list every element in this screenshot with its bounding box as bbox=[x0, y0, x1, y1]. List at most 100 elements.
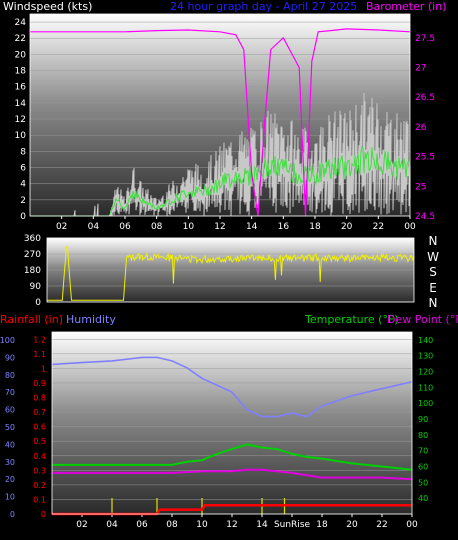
y-right-tick-label: 27 bbox=[415, 63, 426, 73]
y-tick-label: 16 bbox=[15, 83, 27, 93]
x-tick-label: 14 bbox=[246, 222, 258, 230]
rain-tick-label: 0.6 bbox=[33, 423, 46, 432]
windspeed-label: Windspeed (kts) bbox=[3, 0, 93, 13]
y-tick-label: 20 bbox=[15, 50, 27, 60]
series-temperature bbox=[52, 443, 413, 471]
temp-tick-label: 130 bbox=[418, 352, 433, 361]
x-tick-label: 10 bbox=[183, 222, 195, 230]
humidity-tick-label: 40 bbox=[5, 440, 15, 449]
temp-tick-label: 40 bbox=[418, 494, 428, 503]
rain-tick-label: 0.3 bbox=[33, 466, 46, 475]
y-right-tick-label: 25.5 bbox=[415, 153, 435, 163]
plot-background bbox=[52, 332, 412, 514]
dewpoint-label: Dew Point (°F) bbox=[387, 313, 458, 326]
rain-tick-label: 0.9 bbox=[33, 379, 46, 388]
compass-label-4: N bbox=[428, 296, 438, 311]
y-tick-label: 90 bbox=[30, 282, 42, 292]
rain-tick-label: 1 bbox=[41, 364, 46, 373]
series-barometer bbox=[30, 28, 411, 217]
compass-label-1: W bbox=[427, 249, 439, 264]
x-tick-label: 02 bbox=[76, 520, 87, 530]
compass-labels: N W S E N bbox=[426, 234, 440, 312]
x-tick-label: 06 bbox=[119, 222, 131, 230]
compass-label-3: E bbox=[429, 280, 437, 295]
temp-tick-label: 50 bbox=[418, 478, 428, 487]
x-tick-label: 02 bbox=[56, 222, 67, 230]
humidity-tick-label: 0 bbox=[10, 510, 15, 519]
humidity-label: Humidity bbox=[66, 313, 116, 326]
rainfall-label: Rainfall (in) bbox=[0, 313, 64, 326]
y-tick-label: 10 bbox=[15, 131, 27, 141]
temp-tick-label: 90 bbox=[418, 415, 428, 424]
y-tick-label: 360 bbox=[24, 234, 41, 244]
y-right-tick-label: 27.5 bbox=[415, 34, 435, 44]
x-tick-label: 22 bbox=[373, 222, 384, 230]
compass-label-2: S bbox=[429, 265, 437, 280]
rain-humidity-temp-chart: 0 0.1 0.2 0.3 0.4 0.5 0.6 0.7 0.8 0.9 1 1.1 1.2 0 10 20… bbox=[0, 331, 433, 530]
x-tick-label: 20 bbox=[341, 222, 353, 230]
chart-title: 24 hour graph day - April 27 2025 bbox=[170, 0, 358, 13]
rain-tick-label: 0.2 bbox=[33, 481, 46, 490]
y-tick-label: 14 bbox=[15, 99, 27, 109]
x-tick-label: 10 bbox=[196, 520, 208, 530]
y-right-tick-label: 26.5 bbox=[415, 93, 435, 103]
series-dewpoint bbox=[52, 468, 413, 481]
x-tick-label: 18 bbox=[316, 520, 328, 530]
humidity-tick-label: 20 bbox=[5, 475, 15, 484]
rain-tick-label: 1.2 bbox=[33, 335, 46, 344]
y-tick-label: 0 bbox=[35, 298, 41, 308]
y-tick-label: 22 bbox=[15, 34, 26, 44]
plot-frame bbox=[46, 237, 415, 303]
humidity-tick-label: 50 bbox=[5, 423, 15, 432]
x-tick-label: 08 bbox=[166, 520, 178, 530]
wind-direction-chart: 0 90 180 270 360 bbox=[24, 234, 415, 308]
x-tick-label: 08 bbox=[151, 222, 163, 230]
temp-tick-label: 80 bbox=[418, 431, 428, 440]
y-tick-label: 8 bbox=[20, 147, 26, 157]
y-tick-label: 180 bbox=[24, 266, 41, 276]
y-tick-label: 12 bbox=[15, 115, 26, 125]
humidity-tick-label: 10 bbox=[5, 493, 15, 502]
y-right-tick-label: 25 bbox=[415, 182, 426, 192]
humidity-tick-label: 90 bbox=[5, 353, 15, 362]
series-humidity bbox=[51, 356, 413, 418]
temp-tick-label: 70 bbox=[418, 447, 428, 456]
humidity-tick-label: 30 bbox=[5, 458, 15, 467]
plot-frame bbox=[29, 13, 411, 217]
rain-tick-label: 0.1 bbox=[33, 495, 46, 504]
y-right-tick-label: 26 bbox=[415, 123, 427, 133]
x-tick-label: 16 bbox=[278, 222, 290, 230]
humidity-tick-label: 60 bbox=[5, 406, 15, 415]
y-tick-label: 2 bbox=[20, 196, 26, 206]
x-tick-label: 22 bbox=[376, 520, 387, 530]
wind-barometer-chart: 02468101214161820222424.52525.52626.5272… bbox=[15, 13, 435, 230]
temperature-label: Temperature (°F) bbox=[305, 313, 399, 326]
y-tick-label: 18 bbox=[15, 67, 27, 77]
x-tick-label: 18 bbox=[309, 222, 321, 230]
compass-label-0: N bbox=[428, 234, 438, 248]
x-tick-label: 04 bbox=[106, 520, 118, 530]
temp-tick-label: 120 bbox=[418, 368, 433, 377]
rain-tick-label: 0.4 bbox=[33, 452, 46, 461]
humidity-tick-label: 70 bbox=[5, 388, 15, 397]
y-tick-label: 6 bbox=[20, 164, 26, 174]
y-tick-label: 24 bbox=[15, 18, 27, 28]
x-tick-label: 00 bbox=[406, 520, 418, 530]
y-tick-label: 270 bbox=[24, 250, 41, 260]
rain-tick-label: 1.1 bbox=[33, 350, 46, 359]
x-tick-label: 20 bbox=[346, 520, 358, 530]
y-tick-label: 4 bbox=[20, 180, 26, 190]
x-tick-label: 12 bbox=[226, 520, 237, 530]
x-tick-label: SunRise bbox=[274, 520, 311, 530]
temp-tick-label: 140 bbox=[418, 336, 433, 345]
temp-tick-label: 110 bbox=[418, 383, 433, 392]
rain-tick-label: 0.5 bbox=[33, 437, 46, 446]
humidity-tick-label: 100 bbox=[0, 336, 15, 345]
x-tick-label: 04 bbox=[88, 222, 100, 230]
series-wind-direction bbox=[47, 246, 415, 301]
barometer-label: Barometer (in) bbox=[366, 0, 447, 13]
temp-tick-label: 60 bbox=[418, 463, 428, 472]
x-tick-label: 12 bbox=[214, 222, 225, 230]
rain-tick-label: 0.8 bbox=[33, 394, 46, 403]
humidity-tick-label: 80 bbox=[5, 371, 15, 380]
